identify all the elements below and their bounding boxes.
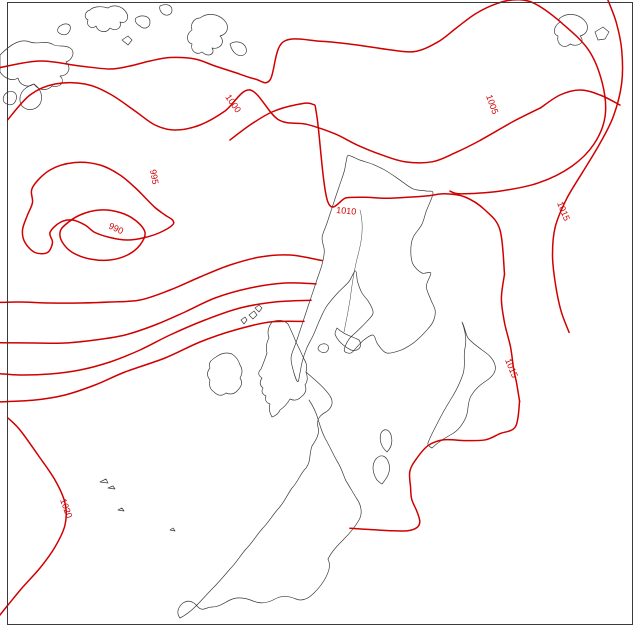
- svg-text:1010: 1010: [336, 205, 357, 217]
